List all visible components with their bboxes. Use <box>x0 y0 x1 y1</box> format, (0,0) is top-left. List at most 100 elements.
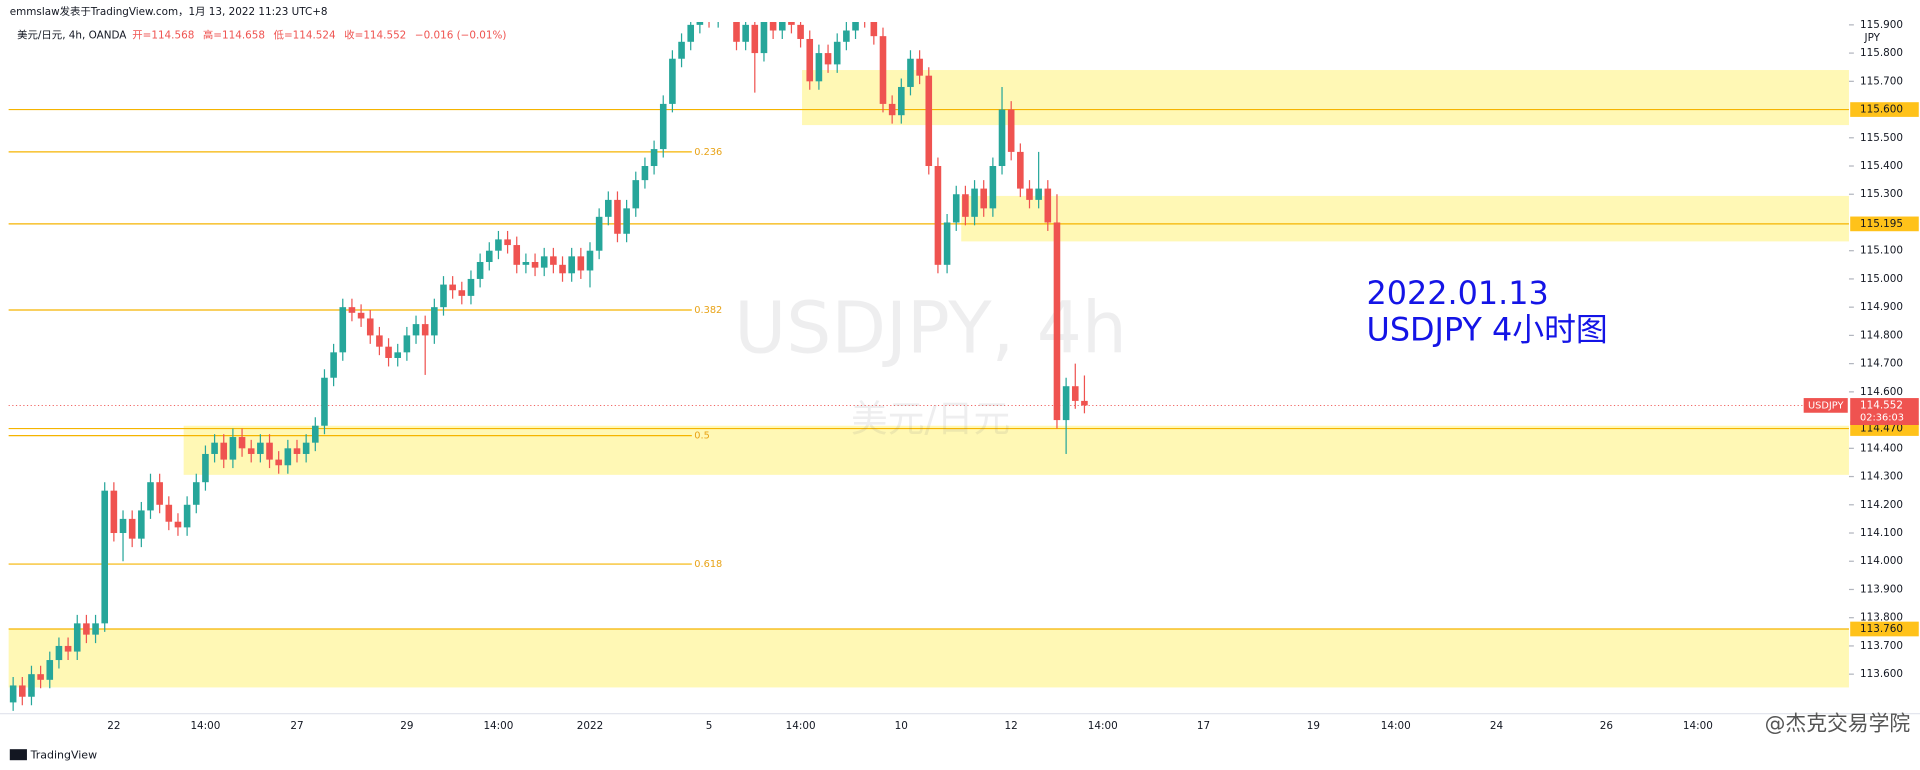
last-price-tag <box>1803 398 1848 413</box>
candle-body <box>412 324 420 336</box>
y-tick-label: 115.000 <box>1860 273 1903 285</box>
candle-body <box>760 22 768 54</box>
candle-body <box>366 318 374 336</box>
candle-body <box>952 194 960 223</box>
last-price-label: 114.552 <box>1860 399 1903 411</box>
level-box <box>1850 102 1919 117</box>
candle-body <box>284 448 292 466</box>
candle-body <box>394 352 402 358</box>
footer: TradingView <box>30 748 97 761</box>
candle-body <box>778 22 786 31</box>
candle-body <box>733 22 740 42</box>
candle-body <box>28 674 35 697</box>
y-tick-label: 115.400 <box>1860 160 1903 172</box>
candle-body <box>165 504 173 522</box>
price-axis: 115.900 115.800 115.700 115.500 115.400 115.3… <box>1803 0 1920 714</box>
candle-body <box>293 448 301 454</box>
candle-body <box>312 425 319 443</box>
ohlc-value: 高=114.658 <box>203 29 265 42</box>
x-tick-label: 14:00 <box>1088 720 1118 732</box>
zone <box>802 70 1849 126</box>
candle-body <box>119 518 127 534</box>
watermark-sub: 美元/日元 <box>851 398 1010 441</box>
candle-body <box>513 245 521 265</box>
candle-body <box>797 24 804 39</box>
candle-body <box>458 290 466 296</box>
x-tick-label: 14:00 <box>1381 720 1411 732</box>
candle-body <box>605 199 612 217</box>
zones <box>8 70 1849 688</box>
candle-body <box>550 256 557 265</box>
candle-body <box>934 166 942 265</box>
candle-body <box>202 453 209 483</box>
candle-body <box>348 307 356 313</box>
candle-body <box>467 278 475 296</box>
x-tick-label: 26 <box>1600 720 1613 732</box>
candle-body <box>1035 188 1042 200</box>
y-tick-label: 114.900 <box>1860 301 1903 313</box>
x-tick-label: 14:00 <box>190 720 220 732</box>
candle-body <box>485 250 493 262</box>
candle-body <box>962 194 969 217</box>
candle-body <box>595 216 603 251</box>
candle-body <box>64 645 72 652</box>
fib-label: 0.618 <box>694 559 722 570</box>
candle-body <box>586 250 594 271</box>
candle-body <box>257 442 264 454</box>
candle-body <box>696 22 704 25</box>
candle-body <box>971 188 978 217</box>
candle-body <box>266 442 273 460</box>
y-tick-label: 115.300 <box>1860 188 1903 200</box>
candle-body <box>110 490 118 534</box>
candle-body <box>788 22 795 25</box>
candle-body <box>742 24 749 42</box>
candle-body <box>833 41 841 65</box>
candle-body <box>531 261 539 268</box>
y-tick-label: 113.900 <box>1860 583 1903 595</box>
ohlc-values: 开=114.568 高=114.658 低=114.524 收=114.552 −0.0… <box>132 29 506 42</box>
candle-body <box>275 459 282 466</box>
y-tick-label: 114.800 <box>1860 329 1903 341</box>
candle-body <box>504 239 511 246</box>
candle-body <box>449 284 456 291</box>
candle-body <box>1062 386 1070 421</box>
level-label: 115.195 <box>1860 218 1903 230</box>
candle-body <box>815 53 823 82</box>
x-tick-label: 10 <box>895 720 908 732</box>
candle-body <box>156 482 163 505</box>
candle-body <box>916 58 923 76</box>
zone <box>8 628 1849 688</box>
candle-body <box>138 510 145 539</box>
candle-body <box>385 346 392 358</box>
candle-body <box>806 38 814 82</box>
candle-body <box>9 685 17 703</box>
x-tick-label: 22 <box>107 720 120 732</box>
y-tick-label: 113.700 <box>1860 640 1903 652</box>
candle-body <box>1081 400 1088 406</box>
x-tick-label: 29 <box>400 720 413 732</box>
candle-body <box>476 261 484 279</box>
level-box <box>1850 621 1919 637</box>
candle-body <box>614 199 621 234</box>
y-tick-label: 114.000 <box>1860 555 1903 567</box>
candle-body <box>824 53 832 65</box>
ohlc-value: 收=114.552 <box>344 29 406 42</box>
level-label: 115.600 <box>1860 104 1903 116</box>
candle-body <box>852 22 859 31</box>
candle-body <box>440 284 447 308</box>
y-tick-label: 115.700 <box>1860 75 1903 87</box>
axis-unit: JPY <box>1864 32 1881 44</box>
candle-body <box>989 166 997 209</box>
candle-body <box>1026 188 1033 200</box>
candle-body <box>495 239 502 251</box>
level-label: 113.760 <box>1860 623 1903 635</box>
x-tick-label: 2022 <box>577 720 603 732</box>
candle-body <box>522 261 530 265</box>
zone <box>183 425 1849 475</box>
y-tick-label: 114.700 <box>1860 358 1903 370</box>
candle-body <box>980 188 988 209</box>
candle-body <box>211 442 218 454</box>
logo <box>9 749 27 761</box>
legend: 美元/日元, 4h, OANDA <box>17 29 127 42</box>
